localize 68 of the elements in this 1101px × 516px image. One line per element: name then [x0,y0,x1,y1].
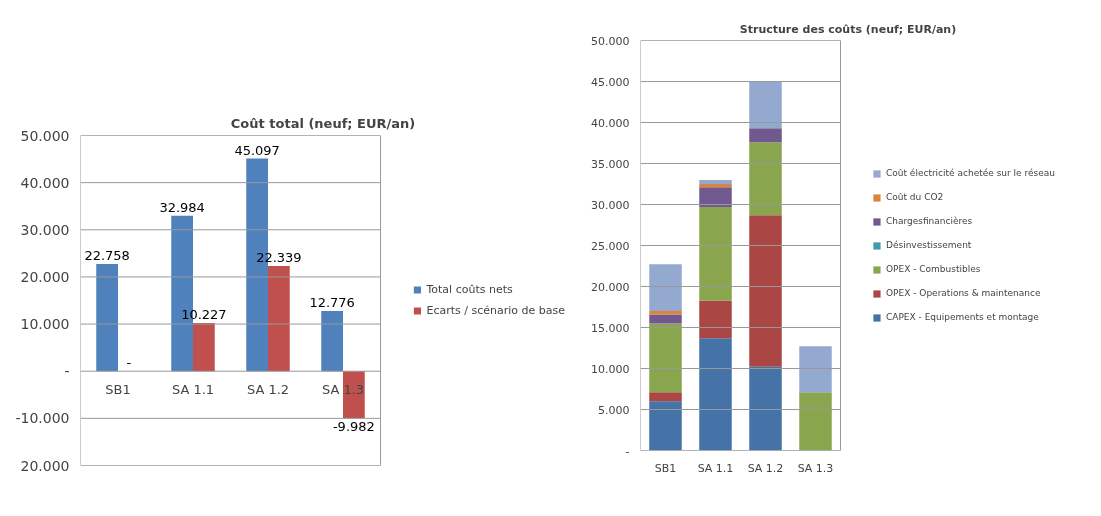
x-tick-label: SA 1.1 [171,382,215,398]
y-tick-label: 5.000 [598,403,630,417]
y-tick-label: 15.000 [591,321,630,335]
x-tick-label: SB1 [105,382,131,398]
y-tick-label: 10.000 [20,316,70,333]
legend-label: OPEX - Combustibles [885,264,981,274]
y-tick-label: 40.000 [20,174,70,191]
x-tick-label: SA 1.3 [797,461,834,475]
bar [268,265,290,372]
legend-label: Coût électricité achetée sur le réseau [885,168,1055,178]
bar [699,187,732,207]
legend-label: Coût du CO2 [885,192,944,202]
bar [699,179,732,184]
bar [799,346,832,393]
y-tick-label: 30.000 [591,198,630,212]
y-tick-label: 45.000 [591,75,630,89]
bar [699,206,732,301]
y-tick-label: 50.000 [20,127,70,144]
x-tick-label: SA 1.2 [246,382,290,398]
bar [649,314,682,324]
legend-label: OPEX - Operations & maintenance [885,288,1041,298]
y-tick-label: 20.000 [20,457,70,474]
bar [749,81,782,129]
y-tick-label: 10.000 [591,362,630,376]
bar [749,366,782,451]
y-tick-label: - [64,363,70,380]
bar [699,300,732,339]
legend-label: CAPEX - Equipements et montage [885,312,1039,322]
x-tick-label: SA 1.1 [697,461,734,475]
bar [193,323,215,372]
chart-title: Coût total (neuf; EUR/an) [230,115,416,131]
bar [749,128,782,143]
bar [343,371,365,419]
bar [749,142,782,216]
y-tick-label: 25.000 [591,239,630,253]
legend-label: Désinvestissement [885,240,972,250]
bar [649,401,682,451]
bar [749,215,782,367]
y-tick-label: 20.000 [20,268,70,285]
legend-label: Ecarts / scénario de base [426,304,565,317]
bar [649,392,682,402]
y-tick-label: 35.000 [591,157,630,171]
y-tick-label: 20.000 [591,280,630,294]
bar [649,264,682,312]
data-label: 45.097 [234,142,280,158]
data-label: - [126,355,132,371]
y-tick-label: 50.000 [591,34,630,48]
data-label: 22.758 [84,247,130,263]
data-label: 32.984 [159,199,205,215]
y-tick-label: - [625,444,630,458]
chart-title: Structure des coûts (neuf; EUR/an) [739,22,957,36]
data-label: -9.982 [332,418,375,434]
y-tick-label: 30.000 [20,221,70,238]
x-tick-label: SA 1.2 [747,461,784,475]
legend-label: Chargesfinancières [885,216,973,226]
bar [321,310,343,372]
x-tick-label: SB1 [654,461,677,475]
data-label: 12.776 [309,295,355,311]
y-tick-label: -10.000 [15,410,70,427]
y-tick-label: 40.000 [591,116,630,130]
bar [699,338,732,451]
x-tick-label: SA 1.3 [321,382,365,398]
legend-label: Total coûts nets [426,283,513,296]
bar [96,263,118,372]
bar [699,184,732,188]
bar [799,392,832,451]
bar [649,311,682,315]
bar [649,323,682,393]
